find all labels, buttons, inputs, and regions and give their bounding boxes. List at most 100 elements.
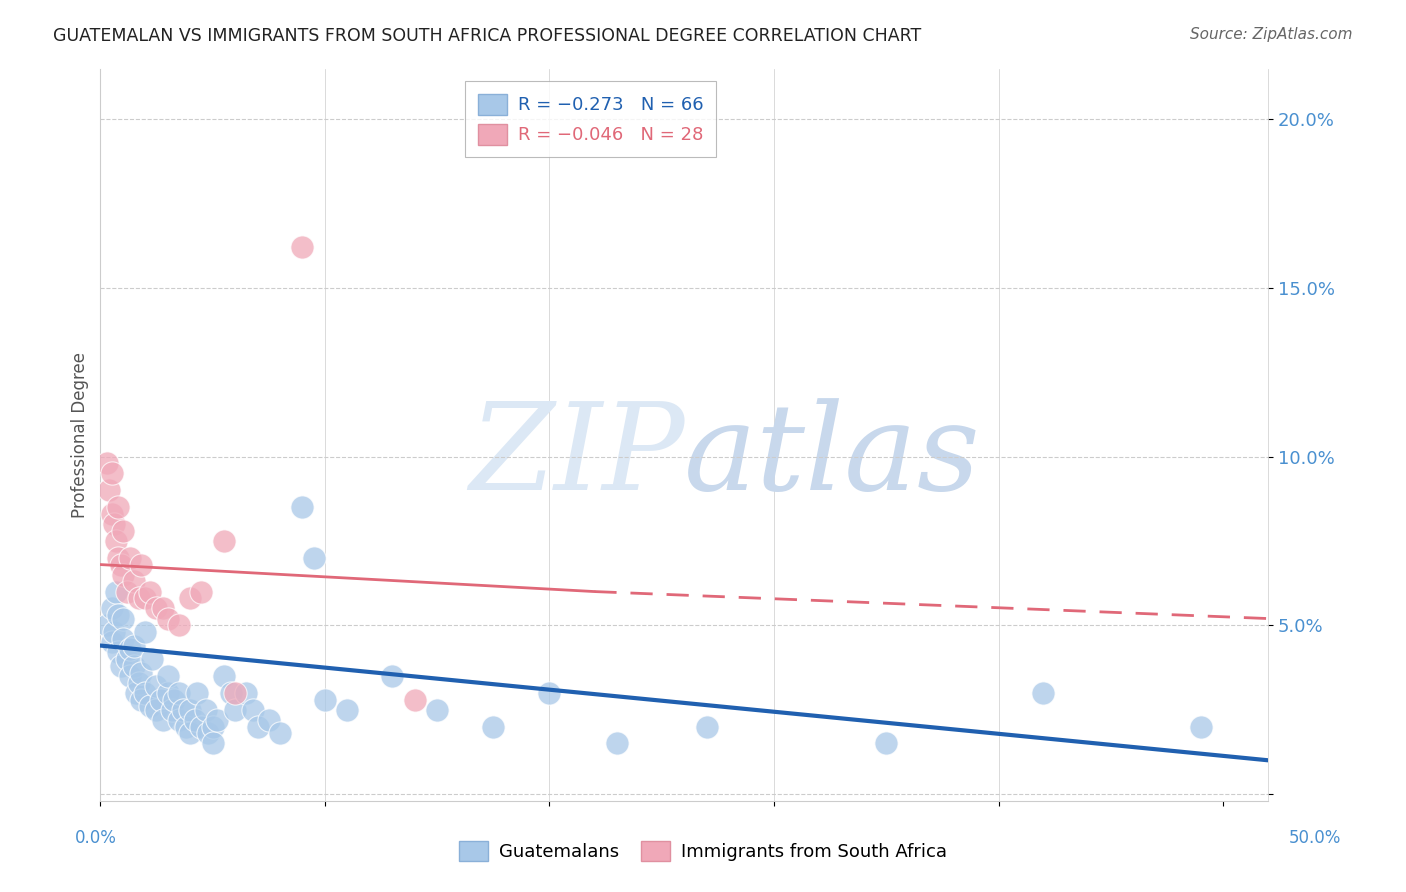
Point xyxy=(538,686,561,700)
Point xyxy=(179,726,201,740)
Point xyxy=(103,517,125,532)
Point xyxy=(103,625,125,640)
Point xyxy=(129,665,152,680)
Point xyxy=(336,703,359,717)
Point xyxy=(98,483,121,498)
Text: 0.0%: 0.0% xyxy=(75,830,117,847)
Point xyxy=(314,692,336,706)
Point xyxy=(100,507,122,521)
Point xyxy=(134,591,156,606)
Point xyxy=(110,558,132,572)
Point xyxy=(156,669,179,683)
Point xyxy=(381,669,404,683)
Point xyxy=(179,703,201,717)
Point xyxy=(1189,720,1212,734)
Point xyxy=(179,591,201,606)
Point xyxy=(212,669,235,683)
Point xyxy=(183,713,205,727)
Point xyxy=(174,720,197,734)
Point xyxy=(128,675,150,690)
Point xyxy=(875,736,897,750)
Point xyxy=(302,550,325,565)
Point xyxy=(224,686,246,700)
Point xyxy=(172,703,194,717)
Point xyxy=(105,584,128,599)
Point xyxy=(96,618,118,632)
Point xyxy=(163,692,186,706)
Text: GUATEMALAN VS IMMIGRANTS FROM SOUTH AFRICA PROFESSIONAL DEGREE CORRELATION CHART: GUATEMALAN VS IMMIGRANTS FROM SOUTH AFRI… xyxy=(53,27,922,45)
Point xyxy=(118,641,141,656)
Point xyxy=(96,456,118,470)
Point xyxy=(128,591,150,606)
Point xyxy=(190,720,212,734)
Point xyxy=(291,500,314,515)
Text: 50.0%: 50.0% xyxy=(1288,830,1341,847)
Point xyxy=(404,692,426,706)
Point xyxy=(111,611,134,625)
Point xyxy=(111,524,134,538)
Point xyxy=(1032,686,1054,700)
Point xyxy=(122,574,145,589)
Point xyxy=(122,658,145,673)
Point xyxy=(186,686,208,700)
Point xyxy=(107,608,129,623)
Point xyxy=(242,703,264,717)
Point xyxy=(117,584,139,599)
Point xyxy=(107,645,129,659)
Point xyxy=(141,652,163,666)
Point xyxy=(105,533,128,548)
Point xyxy=(194,703,217,717)
Point xyxy=(156,611,179,625)
Point xyxy=(201,736,224,750)
Point xyxy=(145,601,167,615)
Point xyxy=(152,713,174,727)
Point xyxy=(118,669,141,683)
Point xyxy=(201,720,224,734)
Point xyxy=(426,703,449,717)
Point xyxy=(269,726,291,740)
Point xyxy=(100,635,122,649)
Point xyxy=(246,720,269,734)
Point xyxy=(219,686,242,700)
Point xyxy=(139,584,162,599)
Point xyxy=(167,686,190,700)
Point xyxy=(117,652,139,666)
Y-axis label: Professional Degree: Professional Degree xyxy=(72,351,89,517)
Point xyxy=(139,699,162,714)
Point xyxy=(100,601,122,615)
Point xyxy=(167,713,190,727)
Point xyxy=(197,726,219,740)
Legend: Guatemalans, Immigrants from South Africa: Guatemalans, Immigrants from South Afric… xyxy=(449,830,957,872)
Point xyxy=(145,703,167,717)
Point xyxy=(190,584,212,599)
Point xyxy=(118,550,141,565)
Legend: R = −0.273   N = 66, R = −0.046   N = 28: R = −0.273 N = 66, R = −0.046 N = 28 xyxy=(465,81,716,157)
Point xyxy=(129,558,152,572)
Point xyxy=(149,692,172,706)
Point xyxy=(224,703,246,717)
Point xyxy=(111,632,134,646)
Point xyxy=(134,686,156,700)
Point xyxy=(606,736,628,750)
Point xyxy=(152,601,174,615)
Point xyxy=(482,720,505,734)
Point xyxy=(134,625,156,640)
Point xyxy=(122,639,145,653)
Point xyxy=(100,467,122,481)
Point xyxy=(107,500,129,515)
Point xyxy=(167,618,190,632)
Point xyxy=(110,658,132,673)
Text: ZIP: ZIP xyxy=(468,398,685,516)
Point xyxy=(160,703,183,717)
Point xyxy=(212,533,235,548)
Point xyxy=(235,686,257,700)
Point xyxy=(111,567,134,582)
Point xyxy=(696,720,718,734)
Text: atlas: atlas xyxy=(685,398,981,516)
Point xyxy=(129,692,152,706)
Point xyxy=(145,679,167,693)
Point xyxy=(205,713,228,727)
Point xyxy=(291,240,314,254)
Point xyxy=(257,713,280,727)
Text: Source: ZipAtlas.com: Source: ZipAtlas.com xyxy=(1189,27,1353,42)
